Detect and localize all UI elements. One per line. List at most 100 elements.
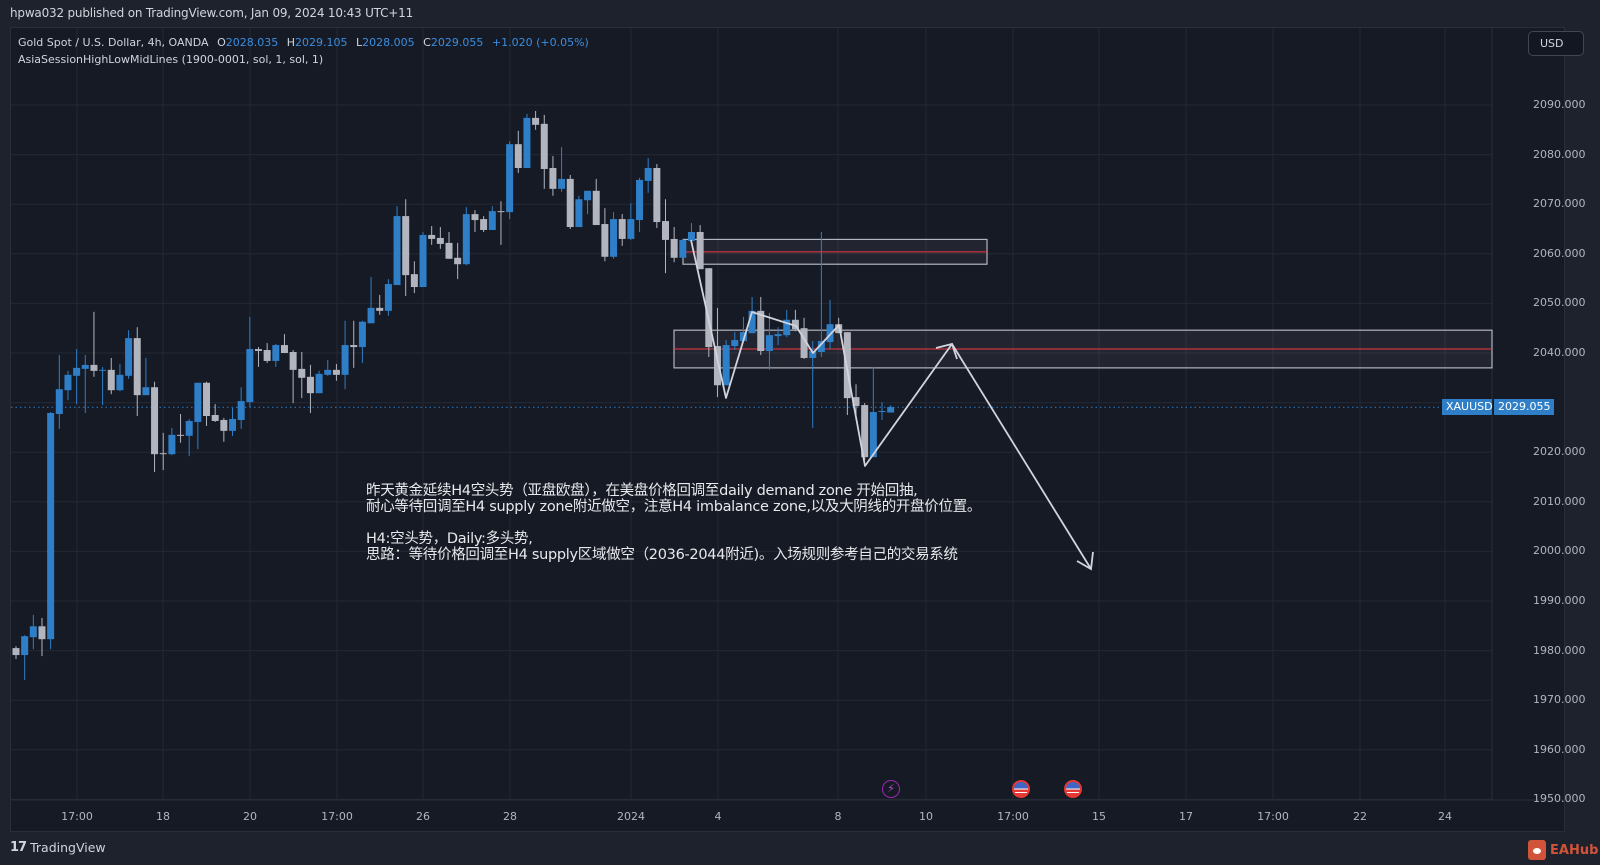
candle (739, 332, 747, 342)
candle (558, 178, 566, 189)
candle (852, 397, 860, 407)
candle (748, 310, 756, 334)
candle (445, 242, 453, 259)
candle (358, 321, 366, 348)
candle (636, 179, 644, 221)
candle (887, 407, 895, 413)
candle (125, 338, 133, 376)
candle (384, 284, 392, 311)
candle (774, 334, 782, 337)
candle (644, 167, 652, 181)
candle (402, 216, 410, 276)
candle (869, 412, 877, 458)
candle (783, 319, 791, 336)
us-flag-icon[interactable] (1064, 780, 1082, 798)
candle (133, 338, 141, 396)
candle (410, 274, 418, 288)
tradingview-logo-icon: 𝟭𝟳 (10, 840, 27, 855)
candle (159, 453, 167, 455)
tradingview-logo[interactable]: 𝟭𝟳 TradingView (10, 840, 106, 855)
price-tick-label: 2050.000 (1533, 296, 1586, 310)
candle (350, 345, 358, 348)
time-tick-label: 17:00 (997, 810, 1029, 823)
candle (731, 340, 739, 347)
candle (454, 257, 462, 265)
candle (289, 352, 297, 370)
candle (185, 420, 193, 436)
candle (523, 117, 531, 168)
low-value: 2028.005 (362, 36, 415, 49)
symbol-price-tag: XAUUSD (1442, 399, 1493, 415)
candle (211, 415, 219, 421)
time-tick-label: 26 (416, 810, 430, 823)
price-tick-label: 1990.000 (1533, 594, 1586, 607)
us-flag-icon[interactable] (1012, 780, 1030, 798)
time-tick-label: 18 (156, 810, 170, 823)
candle (506, 144, 514, 213)
candle (826, 324, 834, 343)
candle (81, 364, 89, 369)
candle (653, 167, 661, 223)
candle (229, 418, 236, 431)
chart-legend: Gold Spot / U.S. Dollar, 4h, OANDA O 2028… (18, 34, 589, 68)
candle (687, 231, 695, 241)
time-tick-label: 17:00 (1257, 810, 1289, 823)
price-tick-label: 2070.000 (1533, 197, 1586, 211)
candle (47, 413, 55, 640)
candle (254, 349, 262, 352)
time-tick-label: 28 (503, 810, 517, 823)
time-tick-label: 17:00 (61, 810, 93, 823)
candle (679, 239, 687, 258)
candle (142, 387, 150, 396)
candle (428, 234, 436, 239)
candle (55, 389, 63, 415)
currency-button[interactable]: USD (1528, 31, 1584, 56)
candle (324, 369, 332, 375)
candle (393, 216, 401, 286)
candle (480, 219, 488, 230)
candle (757, 310, 765, 352)
price-tick-label: 2060.000 (1533, 246, 1586, 260)
candle (73, 367, 81, 376)
chart-pane[interactable] (10, 27, 1565, 832)
candle (835, 324, 843, 334)
symbol-description[interactable]: Gold Spot / U.S. Dollar, 4h, OANDA (18, 36, 209, 49)
candle (177, 434, 185, 436)
candle (151, 387, 159, 455)
price-tick-label: 2040.000 (1533, 346, 1586, 359)
candle (800, 328, 808, 358)
legend-ohlc-row[interactable]: Gold Spot / U.S. Dollar, 4h, OANDA O 2028… (18, 34, 589, 51)
robot-icon (1528, 840, 1546, 860)
candle (540, 123, 548, 169)
candle (713, 346, 721, 386)
candle (705, 268, 713, 348)
candle (497, 211, 505, 213)
candle (601, 224, 609, 257)
time-tick-label: 15 (1092, 810, 1106, 823)
candle (809, 351, 817, 358)
candle (662, 221, 669, 240)
lightning-icon[interactable]: ⚡ (882, 780, 900, 798)
projection-path[interactable] (690, 239, 1092, 570)
candle (12, 648, 20, 656)
time-tick-label: 17 (1179, 810, 1193, 823)
candle (99, 369, 107, 371)
indicator-legend[interactable]: AsiaSessionHighLowMidLines (1900-0001, s… (18, 53, 324, 66)
eahub-label: EAHub (1550, 842, 1599, 858)
candle (168, 434, 176, 455)
candle (298, 368, 306, 378)
candle (306, 376, 314, 394)
high-label: H (286, 36, 296, 49)
candle (367, 307, 375, 324)
candle (627, 219, 635, 239)
candle (315, 373, 323, 394)
price-tick-label: 2090.000 (1533, 98, 1586, 111)
candle (471, 214, 479, 221)
time-tick-label: 4 (714, 810, 722, 823)
candle (107, 369, 115, 391)
candle (765, 335, 773, 352)
open-label: O (217, 36, 226, 49)
candle (532, 117, 540, 125)
analysis-annotation[interactable]: 昨天黄金延续H4空头势（亚盘欧盘），在美盘价格回调至daily demand z… (366, 483, 982, 563)
